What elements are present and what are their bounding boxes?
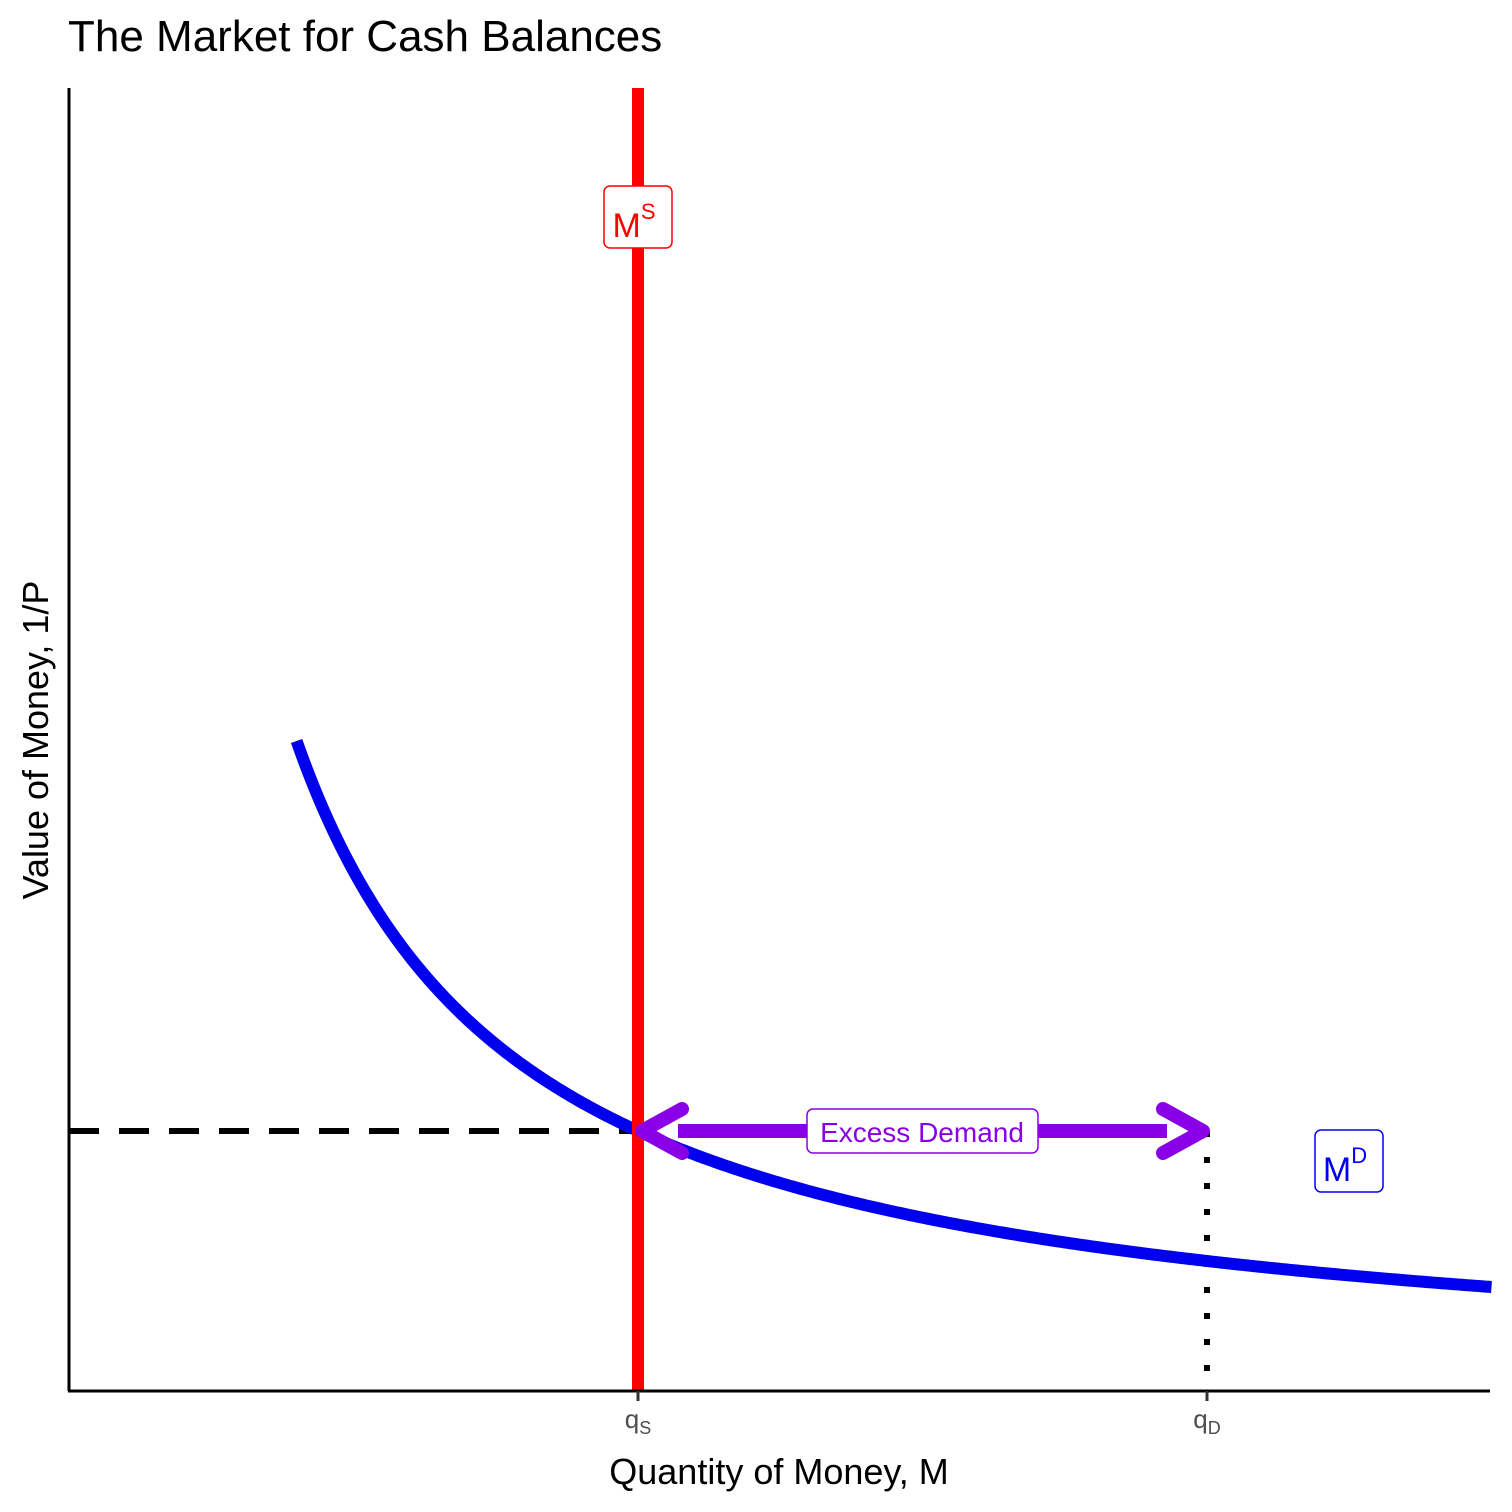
excess-demand-label-box — [806, 1108, 1039, 1154]
excess-demand-arrowhead-left — [635, 1102, 689, 1160]
axes — [67, 88, 1490, 1393]
series-layer — [290, 88, 1492, 1391]
curve-labels: MS MD — [603, 185, 1384, 1193]
demand-curve — [290, 738, 1492, 1293]
x-tick-label: qS — [625, 1404, 651, 1438]
excess-demand-annotation: Excess Demand — [635, 1102, 1210, 1160]
x-tick-label: qD — [1193, 1404, 1220, 1438]
x-axis-title: Quantity of Money, M — [609, 1451, 948, 1492]
excess-demand-label: Excess Demand — [820, 1117, 1024, 1148]
y-axis-title: Value of Money, 1/P — [15, 581, 56, 900]
demand-label: MD — [1323, 1143, 1367, 1189]
supply-label-box — [603, 185, 673, 249]
demand-label-box — [1314, 1129, 1384, 1193]
supply-label: MS — [612, 199, 655, 245]
chart-title: The Market for Cash Balances — [68, 12, 663, 61]
x-ticks: qS qD — [625, 1391, 1221, 1438]
excess-demand-arrowhead-right — [1156, 1102, 1210, 1160]
